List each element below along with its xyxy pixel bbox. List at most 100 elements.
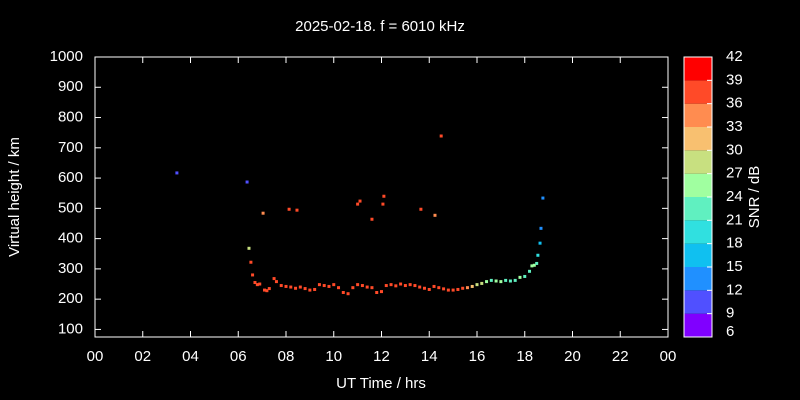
data-point <box>322 284 326 288</box>
colorbar-tick-label: 6 <box>726 323 734 340</box>
data-point <box>247 246 251 250</box>
data-point <box>381 202 385 206</box>
colorbar-tick-label: 36 <box>726 95 743 112</box>
colorbar-band <box>684 267 712 291</box>
data-point <box>295 208 299 212</box>
data-point <box>408 283 412 287</box>
data-point <box>403 284 407 288</box>
data-point <box>356 283 360 287</box>
x-tick-label: 06 <box>230 348 247 365</box>
data-point <box>413 284 417 288</box>
colorbar-band <box>684 127 712 151</box>
data-point <box>175 171 179 175</box>
x-tick-label: 10 <box>325 348 342 365</box>
data-point <box>535 261 539 265</box>
data-point <box>419 207 423 211</box>
data-point <box>358 199 362 203</box>
data-point <box>267 287 271 291</box>
colorbar-tick-label: 33 <box>726 118 743 135</box>
data-point <box>508 279 512 283</box>
data-point <box>346 292 350 296</box>
data-point <box>265 289 269 293</box>
data-point <box>274 280 278 284</box>
plot-frame <box>94 56 669 338</box>
y-tick-label: 600 <box>58 169 83 186</box>
data-point <box>384 284 388 288</box>
data-point <box>382 194 386 198</box>
x-tick-label: 14 <box>421 348 438 365</box>
colorbar-tick-label: 18 <box>726 235 743 252</box>
colorbar-band <box>684 103 712 127</box>
data-point <box>251 273 255 277</box>
data-point <box>370 286 374 290</box>
data-point <box>351 286 355 290</box>
data-point <box>518 275 522 279</box>
data-point <box>365 285 369 289</box>
data-point <box>494 279 498 283</box>
data-point <box>422 286 426 290</box>
colorbar-band <box>684 150 712 174</box>
y-tick-label: 900 <box>58 78 83 95</box>
data-point <box>439 134 443 138</box>
data-point <box>536 253 540 257</box>
data-point <box>437 286 441 290</box>
colorbar-tick-label: 15 <box>726 258 743 275</box>
data-point <box>532 263 536 267</box>
colorbar-tick-label: 27 <box>726 165 743 182</box>
data-point <box>258 282 262 286</box>
colorbar-tick-label: 39 <box>726 71 743 88</box>
data-point <box>538 241 542 245</box>
data-point <box>272 277 276 281</box>
data-point <box>356 202 360 206</box>
data-point <box>432 284 436 288</box>
colorbar-band <box>684 290 712 314</box>
y-axis-label: Virtual height / km <box>6 137 23 257</box>
colorbar-band <box>684 80 712 104</box>
data-point <box>418 285 422 289</box>
data-point <box>451 288 455 292</box>
y-tick-label: 1000 <box>50 48 83 65</box>
x-tick-label: 00 <box>87 348 104 365</box>
data-point <box>475 283 479 287</box>
x-tick-label: 08 <box>278 348 295 365</box>
data-point <box>530 264 534 268</box>
y-tick-label: 200 <box>58 290 83 307</box>
x-axis-label: UT Time / hrs <box>336 375 426 392</box>
data-point <box>294 286 298 290</box>
data-point <box>279 284 283 288</box>
data-point <box>528 269 532 273</box>
y-tick-label: 500 <box>58 199 83 216</box>
colorbar-tick-label: 30 <box>726 141 743 158</box>
data-point <box>380 290 383 294</box>
data-point <box>485 280 489 284</box>
data-point <box>433 213 437 217</box>
data-point <box>399 282 403 286</box>
data-point <box>360 284 364 288</box>
colorbar-band <box>684 220 712 244</box>
data-point <box>541 196 545 200</box>
data-point <box>298 285 302 289</box>
y-tick-label: 400 <box>58 230 83 247</box>
x-tick-label: 20 <box>564 348 581 365</box>
data-point <box>499 280 503 284</box>
colorbar-tick-label: 24 <box>726 188 743 205</box>
data-point <box>539 226 543 230</box>
data-point <box>337 286 341 290</box>
data-point <box>489 278 493 282</box>
data-point <box>513 278 517 282</box>
colorbar-tick-label: 9 <box>726 305 734 322</box>
colorbar-band <box>684 313 712 337</box>
data-point <box>456 287 460 291</box>
data-point <box>287 207 291 211</box>
data-point <box>289 285 293 289</box>
data-point <box>465 286 469 290</box>
data-point <box>245 180 249 184</box>
y-tick-label: 700 <box>58 139 83 156</box>
data-point <box>523 274 527 278</box>
data-point <box>470 284 474 288</box>
colorbar-label: SNR / dB <box>746 166 763 229</box>
x-tick-label: 16 <box>469 348 486 365</box>
x-tick-label: 04 <box>182 348 199 365</box>
data-point <box>480 281 484 285</box>
